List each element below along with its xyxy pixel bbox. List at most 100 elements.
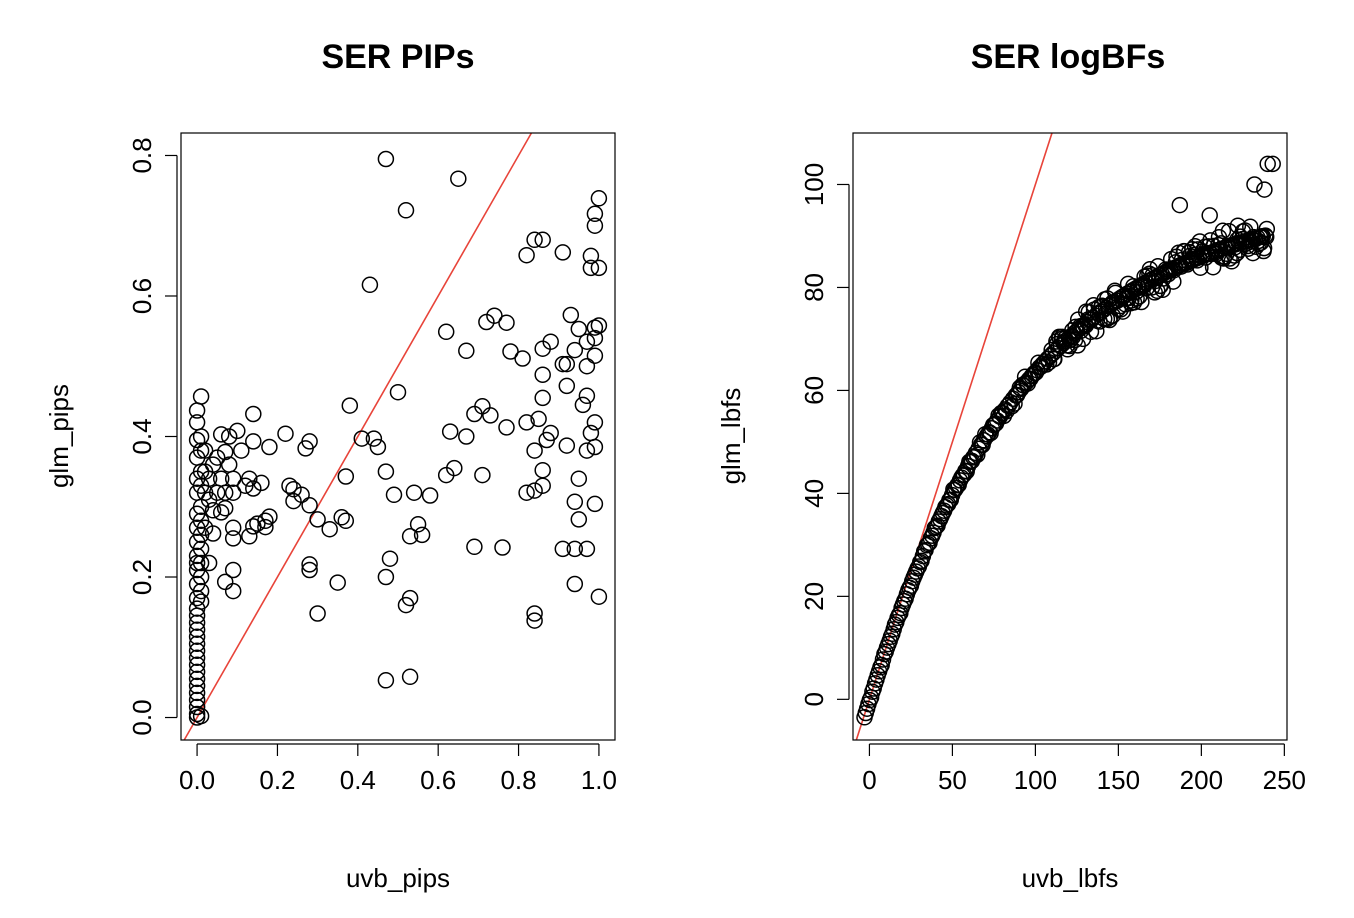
data-point (566, 493, 584, 511)
data-point (309, 605, 326, 622)
data-point (586, 205, 604, 223)
data-point (188, 684, 206, 702)
data-point (458, 342, 475, 360)
data-point (333, 509, 350, 526)
data-point (566, 575, 584, 593)
data-point (590, 190, 608, 207)
plot-frame (180, 132, 616, 741)
data-point (530, 410, 547, 428)
data-point (586, 217, 604, 234)
y-tick-label: 60 (799, 376, 829, 405)
x-axis-label: uvb_pips (346, 863, 450, 893)
data-point (188, 691, 206, 709)
data-point (1258, 220, 1276, 238)
y-axis: 0.0 0.2 0.4 0.6 0.8 (127, 137, 178, 736)
data-point (377, 150, 395, 168)
data-point (514, 350, 531, 367)
data-point (409, 516, 427, 533)
data-point (224, 561, 242, 579)
data-point (466, 538, 483, 556)
data-point (188, 402, 206, 419)
data-point (1101, 311, 1118, 329)
y-tick-label: 20 (799, 582, 829, 611)
data-point (586, 438, 604, 456)
data-point (301, 556, 318, 573)
data-point (385, 486, 403, 504)
data-point (534, 231, 551, 249)
data-point (224, 519, 242, 537)
data-point (970, 440, 987, 457)
data-point (566, 540, 584, 558)
y-tick-label: 0.8 (127, 137, 157, 173)
data-point (301, 497, 318, 514)
data-point (188, 663, 206, 681)
data-point (337, 512, 355, 530)
data-point (188, 600, 206, 617)
data-point (253, 474, 270, 492)
data-point (188, 649, 206, 667)
data-point (188, 607, 206, 624)
data-point (450, 170, 467, 187)
data-point (224, 582, 242, 600)
data-point (526, 612, 543, 629)
data-point (309, 511, 326, 528)
data-point (188, 621, 206, 638)
data-point (321, 520, 338, 538)
data-point (224, 484, 242, 501)
data-point (188, 431, 206, 449)
data-point (1246, 176, 1263, 193)
data-point (969, 446, 986, 464)
y-tick-label: 40 (799, 479, 829, 508)
data-point (301, 561, 318, 579)
panel-ser-logbfs: SER logBFs uvb_lbfs glm_lbfs 0 50 100 150 20… (716, 38, 1306, 893)
data-point (401, 528, 419, 545)
data-point (534, 477, 551, 494)
data-point (341, 397, 359, 414)
x-tick-label: 0.6 (420, 765, 456, 795)
data-point (494, 539, 511, 556)
data-point (361, 276, 379, 294)
x-tick-label: 100 (1014, 765, 1057, 795)
x-tick-label: 0.4 (340, 765, 376, 795)
data-point (1201, 207, 1218, 224)
data-point (558, 355, 576, 373)
data-point (441, 423, 459, 440)
data-point (538, 431, 555, 449)
data-point (241, 470, 258, 487)
points-layer (188, 150, 608, 726)
data-point (413, 526, 431, 544)
data-point (586, 347, 604, 364)
data-point (369, 438, 387, 456)
data-point (1125, 294, 1143, 311)
data-point (1257, 228, 1275, 246)
data-point (200, 554, 218, 572)
data-point (965, 449, 982, 466)
data-point (229, 422, 246, 440)
data-point (574, 396, 592, 414)
data-point (277, 425, 294, 442)
data-point (570, 470, 588, 487)
data-point (188, 705, 206, 723)
data-point (329, 574, 346, 591)
y-axis-label: glm_pips (44, 384, 74, 488)
y-tick-label: 0.6 (127, 278, 157, 314)
reference-line (855, 132, 1053, 741)
data-point (1165, 273, 1182, 290)
data-point (245, 433, 262, 450)
data-point (224, 470, 242, 487)
data-point (890, 606, 908, 624)
data-point (245, 480, 262, 497)
data-point (1229, 217, 1247, 234)
data-point (458, 428, 475, 445)
data-point (558, 377, 576, 395)
points-layer (856, 155, 1281, 726)
data-point (590, 259, 608, 277)
data-point (1006, 395, 1023, 412)
data-point (1003, 398, 1021, 415)
data-point (1088, 322, 1105, 340)
data-point (188, 656, 206, 674)
data-point (220, 428, 238, 445)
data-point (1133, 293, 1150, 311)
data-point (1192, 259, 1209, 276)
